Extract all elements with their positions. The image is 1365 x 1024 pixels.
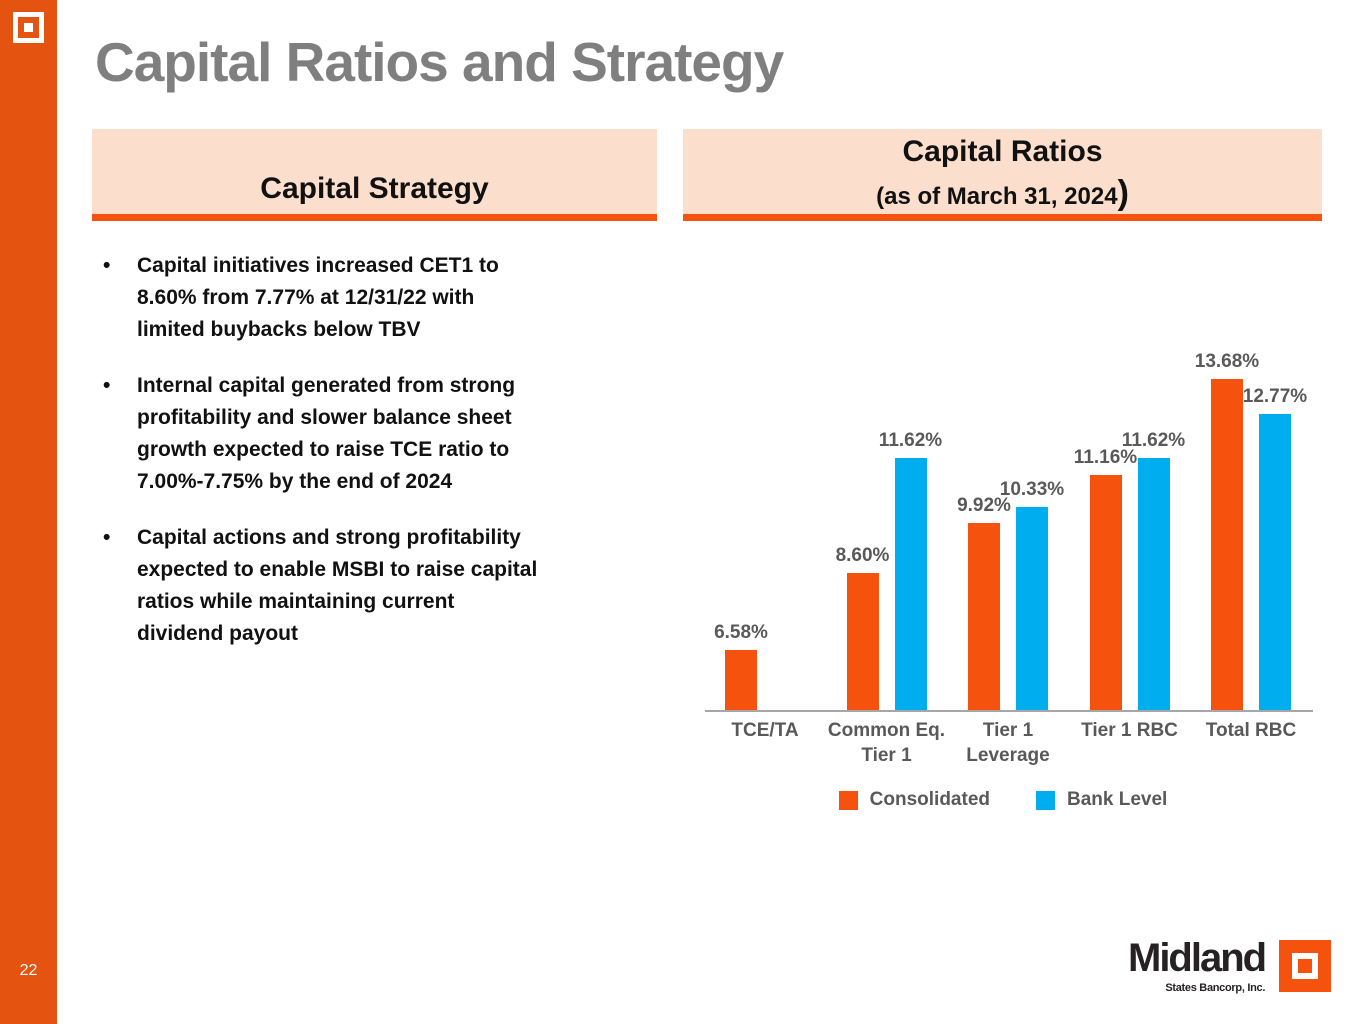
legend-label-bank-level: Bank Level — [1067, 789, 1168, 810]
chart-plot-area: 6.58% 8.60% 9.92% 11.16% 13.68% 11.62% 10.33% 1… — [683, 240, 1323, 840]
bar-consolidated-tier-1-leverage — [968, 523, 1000, 710]
x-axis-label-common-eq-tier-1: Common Eq. Tier 1 — [827, 720, 946, 766]
value-label-bank-level-total-rbc: 12.77% — [1242, 386, 1308, 407]
bullet-marker: • — [103, 254, 111, 277]
bar-bank-level-total-rbc — [1259, 414, 1291, 710]
x-axis-line — [705, 710, 1313, 712]
company-square-logo-core — [24, 23, 33, 32]
capital-ratios-chart: 6.58% 8.60% 9.92% 11.16% 13.68% 11.62% 10.33% 1… — [683, 240, 1323, 840]
midland-logo: Midland States Bancorp, Inc. — [1128, 936, 1332, 994]
x-axis-label-tier-1-leverage: Tier 1 Leverage — [966, 720, 1050, 766]
capital-ratios-header-date: (as of March 31, 2024) — [876, 173, 1129, 217]
slide-title: Capital Ratios and Strategy — [95, 31, 784, 93]
bar-bank-level-tier-1-leverage — [1016, 507, 1048, 710]
value-label-consolidated-tce-ta: 6.58% — [714, 622, 768, 643]
bullet-marker: • — [103, 526, 111, 549]
bullet-list: • Capital initiatives increased CET1 to 8.… — [97, 250, 637, 674]
bullet-text: Capital initiatives increased CET1 to 8.6… — [137, 254, 499, 341]
value-label-consolidated-tier-1-leverage: 9.92% — [957, 495, 1011, 516]
bullet-item-1: • Capital initiatives increased CET1 to 8.… — [97, 250, 637, 346]
midland-logo-text: Midland States Bancorp, Inc. — [1128, 936, 1267, 994]
x-axis-label-tce-ta: TCE/TA — [731, 720, 799, 741]
capital-ratios-date-text: (as of March 31, 2024 — [876, 183, 1118, 210]
legend-swatch-bank-level — [1036, 790, 1055, 810]
midland-square-logo-icon — [1279, 940, 1332, 992]
capital-ratios-header: Capital Ratios (as of March 31, 2024) — [683, 129, 1322, 221]
value-label-bank-level-common-eq-tier-1: 11.62% — [878, 430, 943, 451]
company-square-logo-icon — [13, 12, 44, 43]
capital-strategy-header: Capital Strategy — [92, 129, 657, 221]
bar-bank-level-common-eq-tier-1 — [894, 458, 927, 710]
bullet-item-2: • Internal capital generated from strong p… — [97, 370, 637, 498]
midland-logo-subtitle: States Bancorp, Inc. — [1165, 982, 1266, 994]
midland-square-logo-core — [1298, 959, 1313, 973]
bar-consolidated-common-eq-tier-1 — [846, 573, 879, 710]
sidebar-rail: 22 — [0, 0, 57, 1024]
capital-ratios-header-title: Capital Ratios — [902, 135, 1103, 168]
value-label-consolidated-common-eq-tier-1: 8.60% — [835, 545, 890, 566]
capital-ratios-date-paren: ) — [1117, 174, 1129, 212]
legend-swatch-consolidated — [838, 790, 858, 810]
legend-item-bank-level: Bank Level — [1036, 789, 1167, 811]
legend-item-consolidated: Consolidated — [838, 789, 990, 811]
bullet-text: Internal capital generated from strong pr… — [137, 374, 516, 493]
bullet-marker: • — [103, 374, 111, 397]
page-number: 22 — [19, 962, 38, 979]
legend-label-consolidated: Consolidated — [869, 789, 990, 810]
bar-consolidated-total-rbc — [1211, 379, 1243, 710]
chart-legend: Consolidated Bank Level — [683, 789, 1323, 811]
x-axis-label-tier-1-rbc: Tier 1 RBC — [1081, 720, 1178, 741]
bar-consolidated-tier-1-rbc — [1089, 475, 1122, 710]
value-label-bank-level-tier-1-leverage: 10.33% — [999, 479, 1065, 500]
bar-consolidated-tce-ta — [725, 650, 757, 710]
value-label-bank-level-tier-1-rbc: 11.62% — [1121, 430, 1186, 451]
bullet-item-3: • Capital actions and strong profitabilit… — [97, 522, 637, 650]
midland-square-logo-ring — [1292, 953, 1319, 979]
bar-bank-level-tier-1-rbc — [1137, 458, 1170, 710]
midland-logo-name: Midland — [1128, 936, 1267, 980]
bullet-text: Capital actions and strong profitability… — [137, 526, 538, 645]
capital-strategy-header-label: Capital Strategy — [260, 172, 489, 205]
value-label-consolidated-tier-1-rbc: 11.16% — [1073, 447, 1138, 468]
value-label-consolidated-total-rbc: 13.68% — [1194, 351, 1260, 372]
x-axis-label-total-rbc: Total RBC — [1205, 720, 1297, 741]
